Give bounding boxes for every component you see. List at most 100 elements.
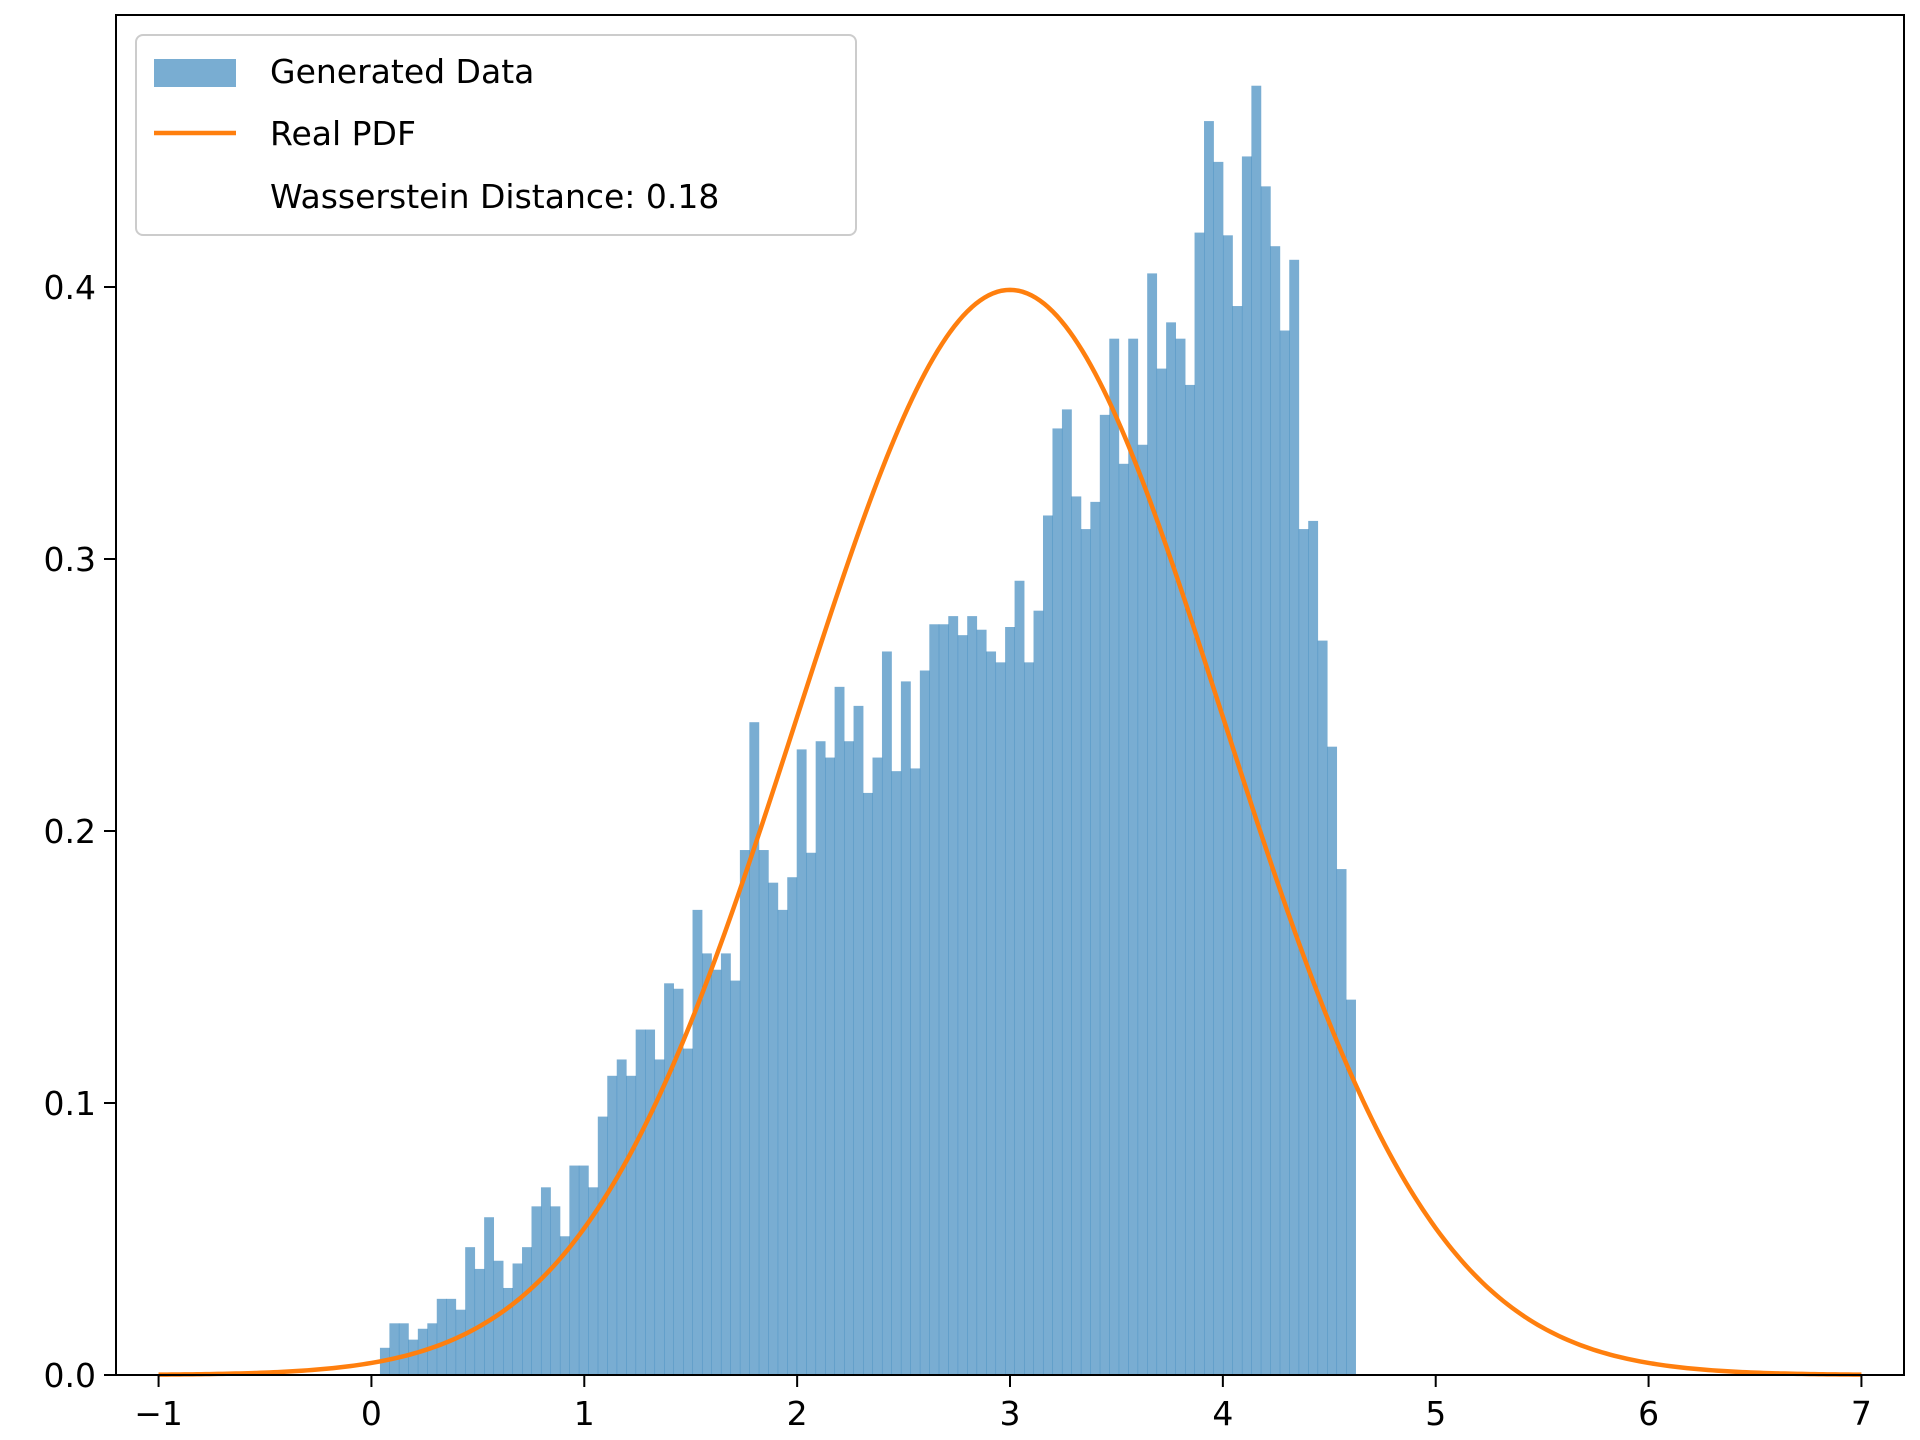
histogram-bar bbox=[967, 616, 978, 1375]
histogram-bar bbox=[389, 1323, 400, 1375]
histogram-bar bbox=[692, 909, 703, 1375]
histogram-bar bbox=[531, 1206, 542, 1375]
histogram-bar bbox=[607, 1075, 618, 1375]
histogram-bar bbox=[522, 1247, 532, 1375]
histogram-bar bbox=[910, 768, 921, 1375]
histogram-bar bbox=[559, 1236, 570, 1375]
histogram-bar bbox=[777, 909, 788, 1375]
histogram-bar bbox=[701, 953, 712, 1375]
histogram-bar bbox=[834, 686, 845, 1375]
histogram-bar bbox=[891, 771, 902, 1375]
histogram-bar bbox=[844, 741, 854, 1375]
legend-label-generated-data: Generated Data bbox=[270, 52, 534, 91]
histogram-bar bbox=[900, 681, 911, 1375]
histogram-bar bbox=[1289, 259, 1300, 1375]
histogram-bar bbox=[1185, 384, 1195, 1375]
histogram-bar bbox=[853, 705, 864, 1375]
x-axis: −1 0 1 2 3 4 5 6 7 bbox=[134, 1375, 1872, 1433]
histogram-bar bbox=[474, 1268, 485, 1375]
x-tick-label: 2 bbox=[787, 1394, 808, 1433]
pdf-line bbox=[158, 287, 1862, 1377]
histogram-bar bbox=[1061, 409, 1072, 1375]
histogram-bar bbox=[976, 629, 987, 1375]
histogram-bar bbox=[948, 616, 959, 1375]
histogram-bar bbox=[1033, 610, 1044, 1375]
histogram-bar bbox=[768, 882, 779, 1375]
histogram-bar bbox=[881, 651, 892, 1375]
histogram-bar bbox=[730, 980, 741, 1375]
x-tick-label: 7 bbox=[1851, 1394, 1872, 1433]
histogram-bar bbox=[635, 1029, 646, 1375]
y-tick-label: 0.1 bbox=[44, 1084, 96, 1123]
histogram-bar bbox=[446, 1298, 457, 1375]
histogram-bar bbox=[588, 1187, 599, 1375]
histogram-bar bbox=[1090, 501, 1101, 1375]
y-tick-label: 0.3 bbox=[44, 540, 96, 579]
histogram-bar bbox=[938, 624, 949, 1375]
histogram-bar bbox=[758, 850, 769, 1375]
histogram-bar bbox=[711, 969, 722, 1375]
histogram-bar bbox=[683, 1048, 693, 1375]
histogram-bar bbox=[540, 1187, 551, 1375]
legend-frame bbox=[135, 34, 857, 236]
histogram-bar bbox=[1241, 156, 1252, 1376]
histogram-bar bbox=[957, 635, 968, 1375]
histogram-bar bbox=[550, 1206, 561, 1375]
x-tick-label: 0 bbox=[361, 1394, 382, 1433]
histogram-bar bbox=[1147, 273, 1158, 1375]
histogram-bar bbox=[1071, 496, 1082, 1375]
histogram-bars bbox=[379, 85, 1356, 1376]
x-tick-label: −1 bbox=[134, 1394, 183, 1433]
x-tick-label: 5 bbox=[1425, 1394, 1446, 1433]
histogram-bar bbox=[872, 757, 883, 1375]
histogram-bar bbox=[1024, 662, 1034, 1375]
histogram-bar bbox=[919, 670, 930, 1375]
histogram-bar bbox=[1156, 368, 1167, 1376]
histogram-bar bbox=[503, 1287, 513, 1375]
histogram-bar bbox=[1118, 463, 1129, 1375]
histogram-bar bbox=[863, 792, 873, 1375]
histogram-bar bbox=[484, 1217, 495, 1375]
histogram-bar bbox=[995, 662, 1006, 1375]
histogram-bar bbox=[1194, 232, 1205, 1376]
histogram-bar bbox=[673, 988, 684, 1375]
histogram-bar bbox=[1166, 322, 1177, 1375]
histogram-bar bbox=[1327, 746, 1338, 1375]
histogram-bar bbox=[1175, 338, 1186, 1376]
histogram-bar bbox=[1251, 85, 1262, 1376]
x-tick-label: 1 bbox=[574, 1394, 595, 1433]
histogram-bar bbox=[1213, 161, 1224, 1375]
histogram-bar bbox=[1005, 627, 1015, 1375]
histogram-bar bbox=[749, 722, 760, 1375]
histogram-bar bbox=[986, 651, 997, 1375]
histogram-bar bbox=[1346, 999, 1356, 1375]
histogram-bar bbox=[720, 953, 731, 1375]
histogram-bar bbox=[929, 624, 940, 1375]
histogram-bar bbox=[645, 1029, 656, 1375]
histogram-bar bbox=[626, 1075, 637, 1375]
histogram-bar bbox=[578, 1165, 589, 1375]
histogram-bar bbox=[664, 983, 674, 1375]
histogram-bar bbox=[1222, 235, 1233, 1375]
histogram-bar bbox=[569, 1165, 580, 1375]
histogram-bar bbox=[739, 850, 750, 1375]
histogram-bar bbox=[825, 757, 836, 1375]
x-tick-label: 6 bbox=[1638, 1394, 1659, 1433]
x-tick-label: 4 bbox=[1212, 1394, 1233, 1433]
histogram-bar bbox=[1052, 428, 1063, 1375]
histogram-bar bbox=[512, 1263, 523, 1375]
histogram-bar bbox=[796, 749, 807, 1375]
histogram-bar bbox=[455, 1309, 466, 1375]
histogram-bar bbox=[1270, 246, 1281, 1376]
histogram-bar bbox=[465, 1247, 476, 1375]
y-tick-label: 0.4 bbox=[44, 268, 96, 307]
histogram-bar bbox=[815, 741, 826, 1375]
histogram-bar bbox=[398, 1323, 409, 1375]
histogram-bar bbox=[616, 1059, 627, 1375]
legend: Generated Data Real PDF Wasserstein Dist… bbox=[135, 34, 857, 236]
histogram-bar bbox=[1080, 529, 1091, 1375]
legend-label-real-pdf: Real PDF bbox=[270, 114, 416, 153]
legend-swatch-generated-data bbox=[154, 59, 236, 87]
histogram-bar bbox=[1260, 186, 1271, 1376]
